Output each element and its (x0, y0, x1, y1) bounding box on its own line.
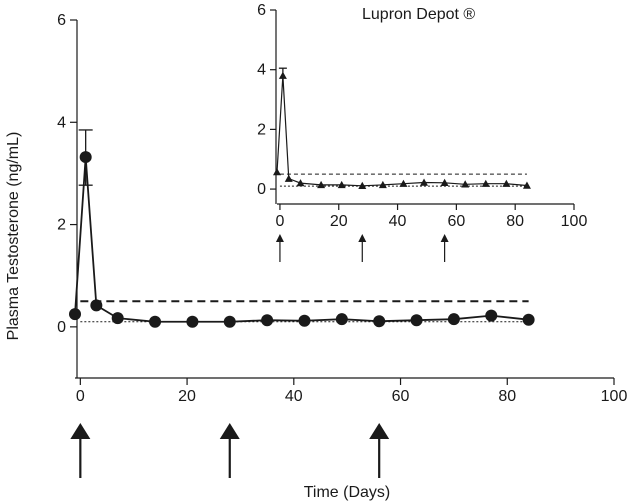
inset-chart-title: Lupron Depot ® (362, 6, 475, 23)
main-y-tick-label: 6 (57, 12, 66, 29)
main-x-tick-label: 20 (178, 388, 196, 405)
inset-data-point (399, 179, 408, 187)
main-dosing-arrow-head (369, 423, 390, 439)
main-x-axis-title: Time (Days) (304, 484, 391, 501)
main-y-tick-label: 0 (57, 319, 66, 336)
inset-data-point (440, 178, 449, 187)
inset-dosing-arrow-head (440, 234, 449, 242)
inset-data-point (273, 168, 281, 176)
main-data-point (149, 315, 162, 328)
inset-data-point (317, 180, 326, 189)
inset-x-tick-label: 80 (506, 213, 524, 230)
main-data-point (69, 308, 81, 321)
inset-y-tick-label: 4 (257, 62, 266, 79)
main-x-tick-label: 40 (285, 388, 303, 405)
main-data-point (223, 315, 236, 328)
inset-y-tick-label: 2 (257, 121, 266, 138)
main-data-point (90, 299, 103, 312)
main-data-point (79, 151, 92, 164)
inset-x-tick-label: 100 (561, 213, 588, 230)
main-data-point (186, 315, 199, 328)
inset-data-point (461, 180, 470, 188)
inset-data-point (481, 179, 490, 187)
main-data-point (485, 309, 498, 322)
inset-y-tick-label: 0 (257, 181, 266, 198)
inset-y-tick-label: 6 (257, 2, 266, 19)
main-y-axis-title: Plasma Testosterone (ng/mL) (5, 132, 22, 341)
inset-x-tick-label: 60 (447, 213, 465, 230)
inset-x-tick-label: 0 (275, 213, 284, 230)
inset-data-point (296, 179, 305, 187)
inset-data-point (420, 178, 429, 186)
inset-x-tick-label: 40 (389, 213, 407, 230)
main-x-tick-label: 80 (498, 388, 516, 405)
main-dosing-arrow-head (219, 423, 240, 439)
inset-data-point (522, 181, 531, 189)
main-data-point (261, 314, 274, 327)
main-data-point (522, 313, 535, 326)
inset-dosing-arrow-head (275, 234, 284, 242)
inset-x-tick-label: 20 (330, 213, 348, 230)
inset-data-point (358, 181, 367, 189)
main-y-tick-label: 4 (57, 114, 66, 131)
main-data-point (410, 314, 423, 327)
main-data-point (447, 313, 460, 326)
main-data-point (373, 315, 386, 328)
inset-dosing-arrow-head (358, 234, 367, 242)
main-dosing-arrow-head (70, 423, 91, 439)
main-data-point (335, 313, 348, 326)
inset-data-point (284, 174, 293, 182)
main-x-tick-label: 0 (76, 388, 85, 405)
inset-series-line (276, 75, 528, 187)
inset-data-point (502, 179, 511, 187)
main-x-tick-label: 60 (392, 388, 410, 405)
main-data-point (111, 312, 124, 325)
main-data-point (298, 314, 311, 327)
main-x-tick-label: 100 (601, 388, 628, 405)
inset-data-point (278, 71, 287, 79)
main-y-tick-label: 2 (57, 217, 66, 234)
inset-data-point (337, 180, 346, 189)
inset-data-point (378, 180, 387, 189)
